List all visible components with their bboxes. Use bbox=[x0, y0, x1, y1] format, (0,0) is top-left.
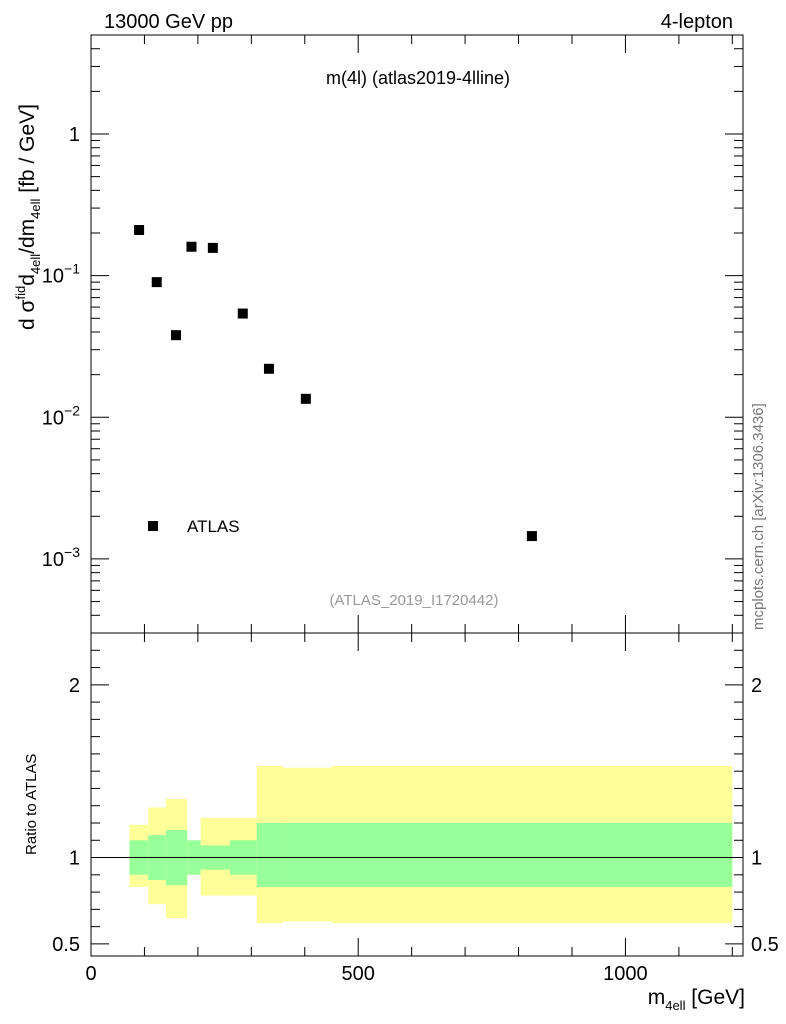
data-point bbox=[526, 531, 537, 542]
ratio-y-tick-label-right: 2 bbox=[751, 675, 762, 697]
ratio-inner-band bbox=[331, 823, 733, 887]
main-y-tick-label: 1 bbox=[69, 124, 80, 146]
main-plot-title: m(4l) (atlas2019-4lline) bbox=[326, 68, 510, 88]
main-plot-frame bbox=[90, 34, 744, 634]
data-point bbox=[134, 225, 145, 236]
ratio-y-tick-label-right: 1 bbox=[751, 848, 762, 870]
ratio-y-axis-label: Ratio to ATLAS bbox=[23, 754, 40, 855]
data-points bbox=[134, 225, 537, 542]
main-y-axis-label: d σfidd4ell/dm4ell [fb / GeV] bbox=[13, 104, 43, 330]
data-point bbox=[237, 308, 248, 319]
main-y-tick-label: 10−3 bbox=[42, 544, 80, 571]
ratio-inner-band bbox=[283, 823, 332, 887]
main-y-tick-label: 10−2 bbox=[42, 402, 80, 429]
ratio-y-tick-label-left: 0.5 bbox=[52, 934, 80, 956]
ratio-band-group bbox=[129, 766, 733, 924]
header-process: 4-lepton bbox=[661, 11, 733, 33]
ratio-y-tick-label-left: 2 bbox=[69, 675, 80, 697]
svg-text:d σfidd4ell/dm4ell [fb / GeV]: d σfidd4ell/dm4ell [fb / GeV] bbox=[13, 104, 43, 330]
data-point bbox=[207, 242, 218, 253]
ratio-y-tick-label-right: 0.5 bbox=[751, 934, 779, 956]
data-point bbox=[170, 330, 181, 341]
x-tick-label: 500 bbox=[342, 963, 375, 985]
x-tick-label: 1000 bbox=[603, 963, 648, 985]
ratio-y-tick-label-left: 1 bbox=[69, 848, 80, 870]
analysis-watermark: (ATLAS_2019_I1720442) bbox=[329, 592, 498, 609]
data-point bbox=[300, 393, 311, 404]
x-axis-label: m4ell [GeV] bbox=[648, 986, 745, 1013]
legend-marker-atlas bbox=[148, 521, 158, 531]
ratio-inner-band bbox=[256, 823, 284, 887]
side-label: mcplots.cern.ch [arXiv:1306.3436] bbox=[750, 403, 767, 630]
header-energy: 13000 GeV pp bbox=[104, 11, 233, 33]
data-point bbox=[151, 277, 162, 288]
x-tick-label: 0 bbox=[85, 963, 96, 985]
legend-label-atlas: ATLAS bbox=[187, 517, 240, 536]
main-y-tick-label: 10−1 bbox=[42, 261, 80, 288]
ratio-plot-frame bbox=[90, 632, 744, 957]
ratio-ticks: 0.5 0.5 1 1 2 2 0 500 1000 bbox=[52, 633, 779, 985]
data-point bbox=[186, 241, 197, 252]
data-point bbox=[263, 363, 274, 374]
main-ticks: 10−3 10−2 10−1 1 bbox=[42, 34, 743, 634]
